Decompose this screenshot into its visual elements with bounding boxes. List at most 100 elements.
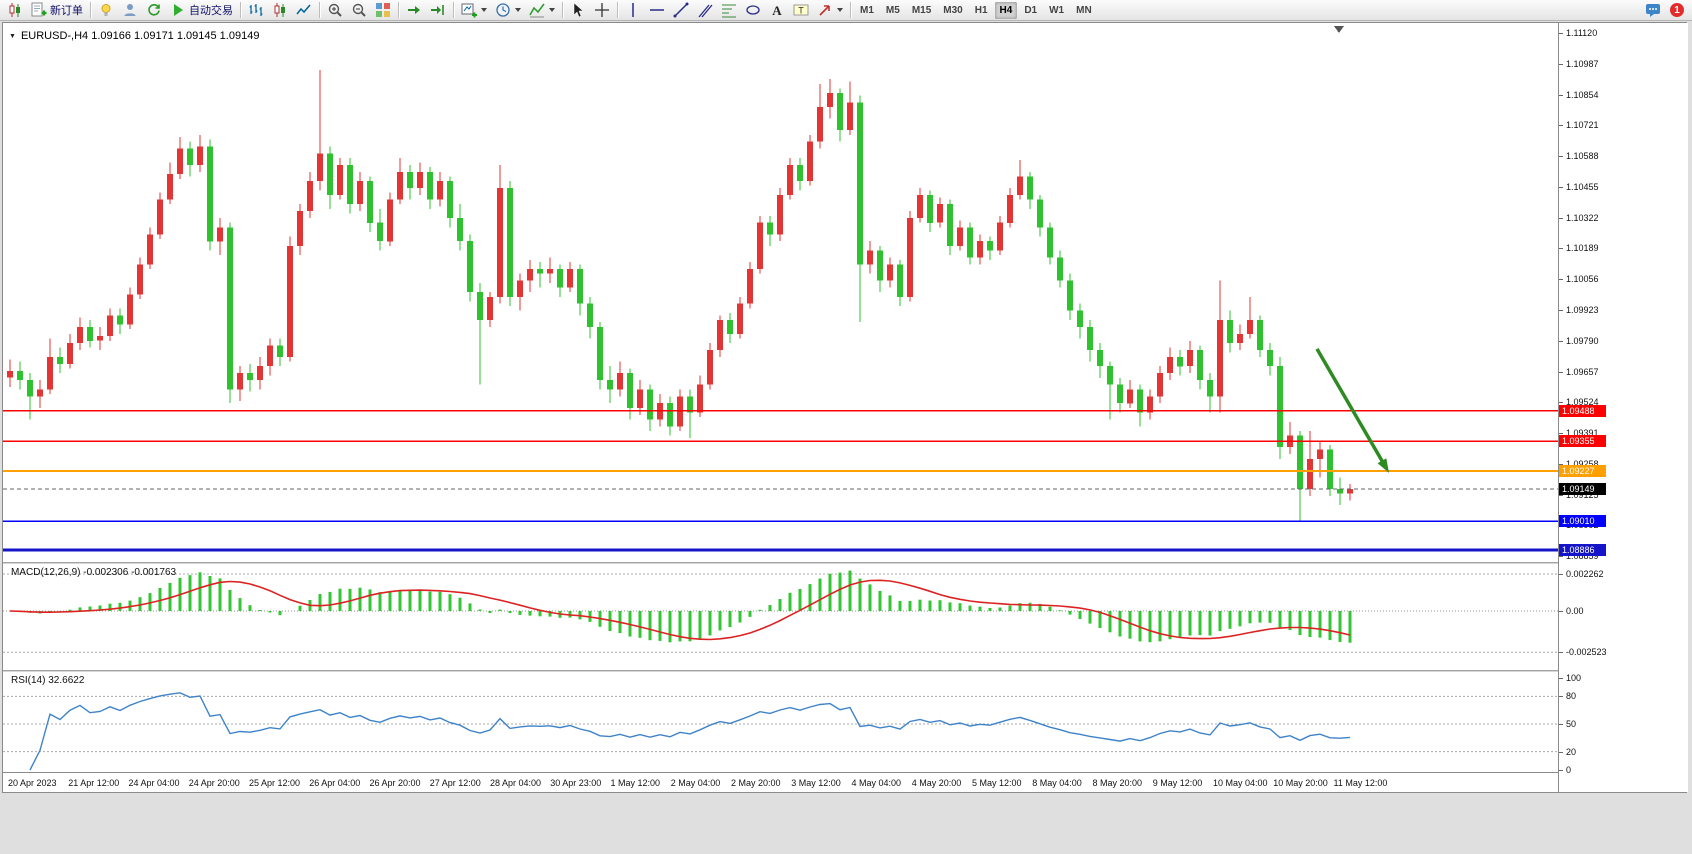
chart-collapse-icon[interactable]: ▼ [9,32,16,40]
new-order-button[interactable]: 新订单 [27,0,87,21]
zoom-out-icon [351,2,367,18]
time-axis-label: 26 Apr 04:00 [309,778,361,788]
zoom-in-button[interactable] [323,0,347,21]
fibonacci-button[interactable] [717,0,741,21]
timeframe-button-mn[interactable]: MN [1076,4,1092,16]
axis-tick [1559,433,1563,434]
rsi-indicator-label: RSI(14) 32.6622 [11,675,85,686]
axis-tick [1559,402,1563,403]
window-menu-button[interactable] [3,0,27,21]
timeframe-button-m5[interactable]: M5 [885,4,900,16]
notifications-badge[interactable]: 1 [1670,3,1684,17]
profiles-button[interactable] [118,0,142,21]
new-chart-button[interactable] [457,0,491,21]
price-axis[interactable]: 1.11120 1.10987 1.10854 1.10721 1.10588 1.104… [1558,23,1688,792]
time-axis-label: 24 Apr 04:00 [128,778,180,788]
community-chat-button[interactable] [1641,0,1665,21]
zoom-in-icon [327,2,343,18]
candlestick-mode-button[interactable] [268,0,292,21]
price-axis-label: 1.08859 [1566,551,1599,561]
crosshair-icon [594,2,610,18]
auto-trading-button[interactable]: 自动交易 [166,0,237,21]
macd-panel-svg[interactable] [3,564,1558,670]
clock-icon [495,2,511,18]
timeframe-button-w1[interactable]: W1 [1049,4,1065,16]
indicators-button[interactable] [525,0,559,21]
macd-indicator-label: MACD(12,26,9) -0.002306 -0.001763 [11,567,177,578]
timeframe-button-m15[interactable]: M15 [911,4,932,16]
toolbar-separator [617,2,618,18]
axis-tick [1559,341,1563,342]
auto-scroll-icon [406,2,422,18]
timeframe-button-d1[interactable]: D1 [1024,4,1038,16]
axis-tick [1559,125,1563,126]
main-chart-svg[interactable] [3,23,1558,562]
axis-tick [1559,678,1563,679]
panel-splitter[interactable] [3,670,1686,672]
axis-tick [1559,724,1563,725]
time-axis-label: 25 Apr 12:00 [249,778,301,788]
equidistant-channel-button[interactable] [693,0,717,21]
axis-tick [1559,156,1563,157]
time-axis-label: 11 May 12:00 [1333,778,1388,788]
timeframe-button-m1[interactable]: M1 [860,4,874,16]
price-tag: 1.09488 [1559,405,1606,417]
price-tag: 1.09355 [1559,435,1606,447]
panel-splitter[interactable] [3,562,1686,564]
macd-axis-label: 0.00 [1566,606,1584,616]
time-axis-label: 2 May 04:00 [670,778,721,788]
chat-icon [1645,2,1661,18]
chevron-down-icon [481,8,487,12]
line-chart-mode-button[interactable] [292,0,316,21]
price-axis-label: 1.09258 [1566,459,1599,469]
panel-splitter[interactable] [3,772,1686,773]
symbol-ohlc-label: EURUSD-,H4 1.09166 1.09171 1.09145 1.091… [20,30,260,42]
cursor-icon [570,2,586,18]
time-axis-label: 10 May 20:00 [1273,778,1328,788]
periods-button[interactable] [491,0,525,21]
axis-tick [1559,218,1563,219]
price-tag: 1.08886 [1559,544,1606,556]
arrow-objects-button[interactable] [813,0,847,21]
trendline-button[interactable] [669,0,693,21]
price-axis-label: 1.09391 [1566,428,1599,438]
horizontal-line-button[interactable] [645,0,669,21]
vertical-line-button[interactable] [621,0,645,21]
zoom-out-button[interactable] [347,0,371,21]
axis-tick [1559,248,1563,249]
toolbar-right: 1 [1641,0,1692,21]
auto-trading-button-label: 自动交易 [189,5,233,17]
chart-shift-button[interactable] [426,0,450,21]
main-toolbar: 新订单 自动交易 A T M1 M5 M15 M30 H1 H4 D1 W1 MN 1 [0,0,1692,21]
auto-scroll-button[interactable] [402,0,426,21]
time-axis-label: 30 Apr 23:00 [550,778,602,788]
price-axis-label: 1.09923 [1566,305,1599,315]
bar-chart-icon [248,2,264,18]
text-icon: A [769,2,785,18]
timeframe-button-h1[interactable]: H1 [974,4,988,16]
rsi-axis-label: 50 [1566,719,1577,729]
axis-tick [1559,310,1563,311]
cursor-button[interactable] [566,0,590,21]
chevron-down-icon [549,8,555,12]
chart-shift-icon [430,2,446,18]
crosshair-button[interactable] [590,0,614,21]
fibonacci-icon [721,2,737,18]
timeframe-button-m30[interactable]: M30 [943,4,963,16]
refresh-button[interactable] [142,0,166,21]
time-axis[interactable]: 20 Apr 2023 21 Apr 12:00 24 Apr 04:00 24 Ap… [3,773,1558,792]
price-tag: 1.09227 [1559,465,1606,477]
timeframe-button-h4[interactable]: H4 [994,1,1018,19]
text-label-button[interactable]: T [789,0,813,21]
tile-windows-button[interactable] [371,0,395,21]
bar-chart-mode-button[interactable] [244,0,268,21]
shapes-button[interactable] [741,0,765,21]
chevron-down-icon [837,8,843,12]
rsi-axis-label: 0 [1566,765,1572,775]
text-label-icon: T [793,2,809,18]
price-axis-label: 1.10854 [1566,90,1599,100]
price-tag: 1.09149 [1559,483,1606,495]
text-button[interactable]: A [765,0,789,21]
rsi-panel-svg[interactable] [3,672,1558,772]
mql5-community-button[interactable] [94,0,118,21]
